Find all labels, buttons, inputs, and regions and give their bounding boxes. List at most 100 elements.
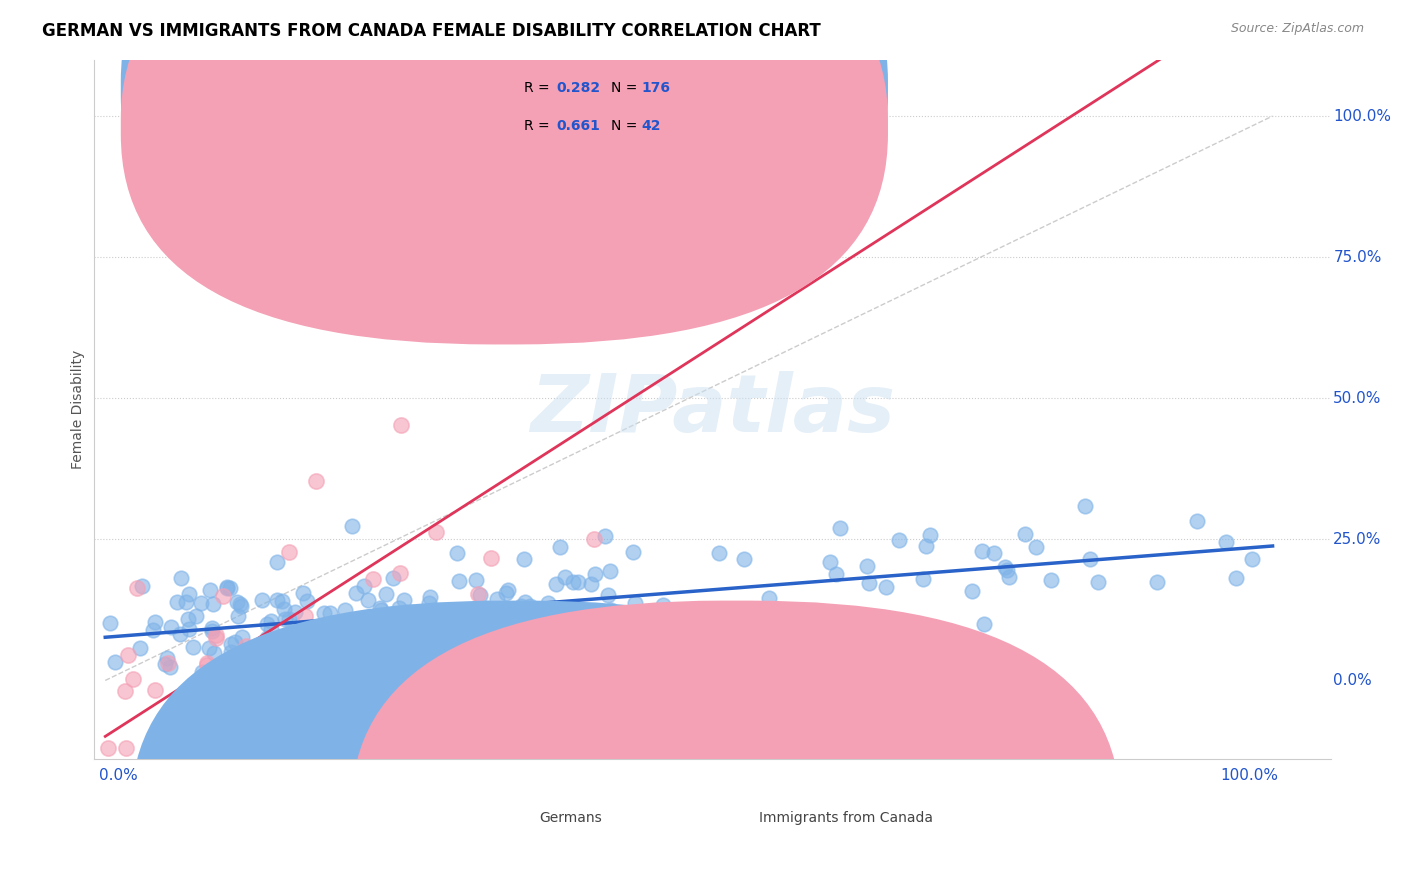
- Point: [211, 589, 233, 603]
- Point: [651, 599, 673, 613]
- Point: [1146, 575, 1168, 590]
- Point: [177, 612, 200, 626]
- Point: [388, 566, 411, 580]
- Point: [232, 655, 254, 669]
- Point: [316, 631, 339, 645]
- Point: [695, 608, 717, 623]
- Point: [1240, 552, 1263, 566]
- Point: [425, 609, 447, 624]
- Point: [256, 616, 278, 631]
- Point: [554, 612, 576, 626]
- Point: [284, 605, 307, 619]
- Point: [153, 657, 176, 671]
- Point: [219, 637, 242, 651]
- Point: [183, 689, 205, 703]
- Point: [226, 608, 249, 623]
- Point: [392, 592, 415, 607]
- Point: [526, 660, 548, 674]
- Point: [406, 634, 429, 648]
- Point: [581, 606, 603, 620]
- Point: [419, 590, 441, 604]
- Point: [446, 617, 468, 632]
- Point: [305, 664, 328, 678]
- Point: [217, 692, 239, 706]
- Point: [858, 576, 880, 591]
- Point: [388, 600, 411, 615]
- Point: [465, 573, 488, 587]
- Point: [336, 631, 359, 645]
- Point: [232, 648, 254, 662]
- Text: 75.0%: 75.0%: [1333, 250, 1382, 265]
- Point: [994, 560, 1017, 574]
- Text: 176: 176: [641, 80, 671, 95]
- Point: [426, 607, 449, 622]
- Point: [513, 551, 536, 566]
- Point: [166, 595, 188, 609]
- Point: [593, 529, 616, 543]
- Point: [471, 622, 494, 636]
- Point: [582, 532, 605, 546]
- Point: [266, 555, 288, 569]
- Point: [370, 603, 392, 617]
- Point: [190, 665, 212, 679]
- Text: 0.0%: 0.0%: [100, 768, 138, 783]
- Point: [748, 625, 770, 640]
- Point: [235, 639, 257, 653]
- FancyBboxPatch shape: [352, 600, 1121, 892]
- Point: [202, 598, 225, 612]
- Point: [972, 544, 994, 558]
- Point: [485, 592, 508, 607]
- Point: [641, 632, 664, 647]
- Point: [224, 635, 246, 649]
- Point: [156, 650, 179, 665]
- Text: 0.0%: 0.0%: [1333, 673, 1372, 688]
- Point: [683, 607, 706, 622]
- Point: [510, 599, 533, 613]
- Point: [368, 601, 391, 615]
- Point: [305, 474, 328, 488]
- Point: [446, 546, 468, 560]
- Point: [388, 643, 411, 657]
- Point: [621, 545, 644, 559]
- Text: Germans: Germans: [538, 811, 602, 824]
- Point: [278, 612, 301, 626]
- Point: [375, 587, 398, 601]
- Point: [328, 678, 350, 692]
- Point: [128, 641, 150, 656]
- Point: [226, 741, 249, 756]
- Point: [973, 616, 995, 631]
- Text: R =: R =: [524, 120, 550, 133]
- Point: [357, 593, 380, 607]
- Point: [242, 665, 264, 679]
- Point: [98, 615, 121, 630]
- Point: [273, 602, 295, 616]
- Text: 100.0%: 100.0%: [1333, 109, 1392, 123]
- Point: [252, 592, 274, 607]
- Point: [202, 646, 225, 660]
- Point: [323, 619, 346, 633]
- Point: [353, 579, 375, 593]
- Point: [127, 581, 149, 595]
- Point: [509, 154, 531, 169]
- Point: [557, 615, 579, 630]
- Point: [804, 611, 827, 625]
- Point: [143, 615, 166, 630]
- Point: [1225, 571, 1247, 585]
- Text: 0.282: 0.282: [557, 80, 600, 95]
- Point: [177, 622, 200, 636]
- Point: [361, 572, 384, 586]
- Point: [195, 656, 218, 670]
- Text: 25.0%: 25.0%: [1333, 532, 1382, 547]
- Point: [143, 731, 166, 745]
- FancyBboxPatch shape: [471, 67, 799, 151]
- Point: [513, 595, 536, 609]
- Point: [159, 741, 181, 756]
- Point: [389, 417, 412, 432]
- Point: [205, 632, 228, 646]
- Point: [236, 643, 259, 657]
- Point: [619, 623, 641, 637]
- Point: [830, 521, 852, 535]
- Point: [157, 657, 180, 671]
- FancyBboxPatch shape: [121, 0, 889, 344]
- Point: [319, 606, 342, 620]
